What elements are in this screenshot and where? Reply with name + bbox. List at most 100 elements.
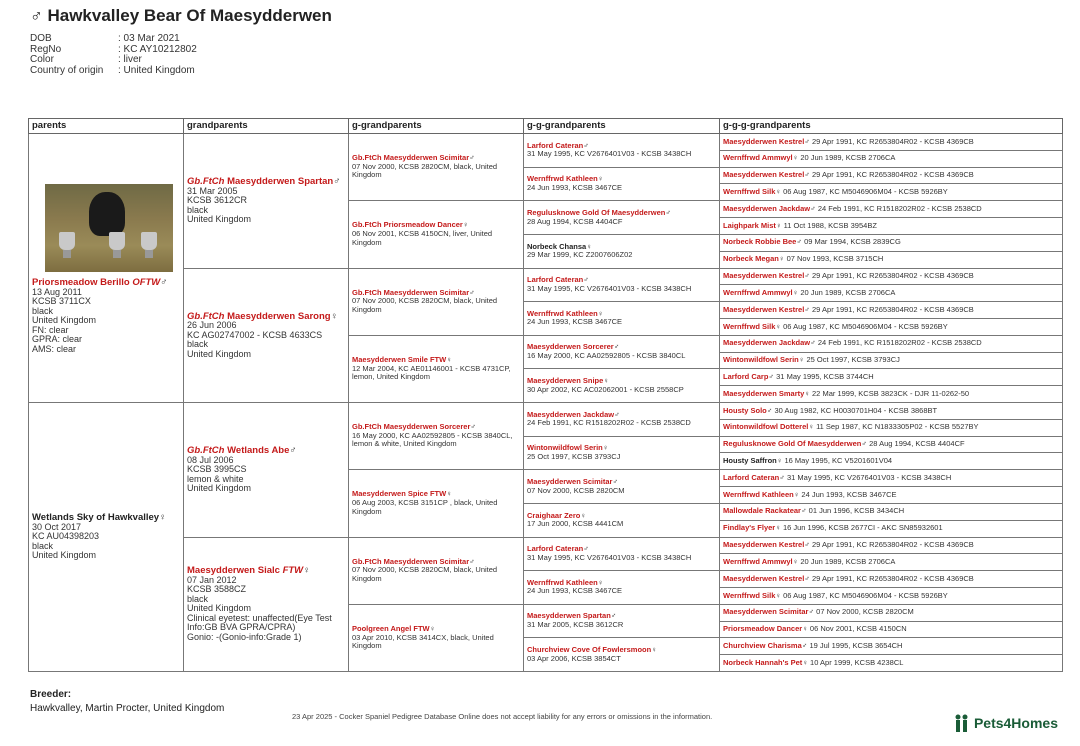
g-grandparent-name-text: Maesydderwen Spice FTW: [352, 489, 447, 499]
parent-name-text: Wetlands Sky of Hawkvalley: [32, 512, 160, 524]
g-g-g-grandparent-name-text: Findlay's Flyer: [723, 523, 776, 533]
g-g-grandparent-name[interactable]: Wernffrwd Kathleen♀: [527, 578, 716, 588]
grandparent-detail: 26 Jun 2006: [187, 320, 237, 330]
g-g-grandparent-cell: Craighaar Zero♀ 17 Jun 2000, KCSB 4441CM: [523, 502, 720, 538]
g-g-grandparent-name[interactable]: Maesydderwen Scimitar♂: [527, 476, 716, 487]
g-grandparent-name[interactable]: Gb.FtCh Maesydderwen Scimitar♂: [352, 557, 520, 567]
g-g-g-grandparent-name[interactable]: Churchview Charisma♂: [723, 641, 807, 650]
g-g-g-grandparent-detail: 16 Jun 1996, KCSB 2677CI - AKC SN8593260…: [782, 523, 943, 533]
g-g-g-grandparent-name[interactable]: Findlay's Flyer♀: [723, 523, 781, 532]
g-g-g-grandparent-name-text: Wernffrwd Silk: [723, 321, 776, 331]
g-g-g-grandparent-name[interactable]: Maesydderwen Kestrel♂: [723, 305, 810, 314]
g-g-g-grandparent-name[interactable]: Wintonwildfowl Dotterel♀: [723, 422, 814, 432]
g-g-g-grandparent-name[interactable]: Wernffrwd Silk♀: [723, 322, 781, 331]
g-g-grandparent-name[interactable]: Larford Cateran♂: [527, 140, 716, 151]
g-g-grandparent-name[interactable]: Maesydderwen Jackdaw♂: [527, 409, 716, 420]
g-grandparent-name[interactable]: Poolgreen Angel FTW♀: [352, 624, 520, 634]
g-g-g-grandparent-name-text: Maesydderwen Jackdaw: [723, 203, 811, 213]
g-g-g-grandparent-name[interactable]: Maesydderwen Kestrel♂: [723, 137, 810, 146]
g-g-grandparent-name[interactable]: Larford Cateran♂: [527, 275, 716, 285]
g-grandparent-name[interactable]: Gb.FtCh Maesydderwen Scimitar♂: [352, 153, 520, 163]
grandparent-detail: KC AG02747002 - KCSB 4633CS: [187, 329, 323, 340]
g-g-g-grandparent-name[interactable]: Housty Solo♂: [723, 406, 772, 415]
g-grandparent-name[interactable]: Gb.FtCh Maesydderwen Scimitar♂: [352, 288, 520, 298]
parent-name[interactable]: Priorsmeadow Berillo OFTW♂: [32, 278, 180, 288]
grandparent-cell: Maesydderwen Sialc FTW♀ 07 Jan 2012 KCSB 3…: [183, 536, 349, 672]
g-g-g-grandparent-name[interactable]: Larford Cateran♂: [723, 473, 785, 482]
grandparent-name[interactable]: Maesydderwen Sialc FTW♀: [187, 566, 345, 576]
g-g-grandparent-name[interactable]: Craighaar Zero♀: [527, 511, 716, 521]
g-grandparent-name[interactable]: Gb.FtCh Priorsmeadow Dancer♀: [352, 221, 520, 230]
g-g-g-grandparent-name-text: Maesydderwen Scimitar: [723, 607, 809, 617]
grandparent-name[interactable]: Gb.FtCh Wetlands Abe♂: [187, 446, 345, 456]
grandparent-name[interactable]: Gb.FtCh Maesydderwen Spartan♂: [187, 177, 345, 187]
g-g-g-grandparent-name[interactable]: Maesydderwen Kestrel♂: [723, 540, 810, 549]
g-g-grandparent-name[interactable]: Maesydderwen Snipe♀: [527, 376, 716, 386]
g-g-g-grandparent-detail: 29 Apr 1991, KC R2653804R02 - KCSB 4369C…: [812, 271, 974, 281]
g-g-grandparent-cell: Larford Cateran♂ 31 May 1995, KC V2676401…: [523, 267, 720, 303]
g-g-grandparent-name-text: Maesydderwen Scimitar: [527, 476, 613, 486]
sex-symbol: ♀: [802, 657, 808, 667]
g-g-g-grandparent-cell: Churchview Charisma♂ 19 Jul 1995, KCSB 3…: [719, 637, 1063, 656]
parent-name[interactable]: Wetlands Sky of Hawkvalley♀: [32, 513, 180, 523]
g-g-grandparent-name[interactable]: Wernffrwd Kathleen♀: [527, 309, 716, 319]
g-g-grandparent-name[interactable]: Regulusknowe Gold Of Maesydderwen♂: [527, 208, 716, 218]
g-grandparent-name[interactable]: Maesydderwen Smile FTW♀: [352, 355, 520, 365]
sex-symbol: ♂: [614, 409, 620, 419]
info-label: DOB: [30, 33, 52, 44]
parent-cell: Priorsmeadow Berillo OFTW♂ 13 Aug 2011 KCS…: [28, 133, 184, 403]
g-g-g-grandparent-name[interactable]: Mallowdale Rackatear♂: [723, 506, 807, 516]
g-g-g-grandparent-name[interactable]: Norbeck Hannah's Pet♀: [723, 658, 808, 667]
g-g-grandparent-name-text: Larford Cateran: [527, 140, 584, 150]
g-g-g-grandparent-name[interactable]: Maesydderwen Kestrel♂: [723, 170, 810, 179]
sex-symbol: ♀: [586, 241, 592, 251]
g-g-grandparent-name[interactable]: Wintonwildfowl Serin♀: [527, 444, 716, 453]
g-g-g-grandparent-name[interactable]: Laighpark Mist♀: [723, 221, 782, 230]
g-g-grandparent-name[interactable]: Norbeck Chansa♀: [527, 241, 716, 252]
g-g-g-grandparent-name[interactable]: Maesydderwen Scimitar♂: [723, 607, 814, 617]
g-grandparent-name-text: Gb.FtCh Maesydderwen Sorcerer: [352, 422, 471, 432]
g-g-g-grandparent-name-text: Norbeck Hannah's Pet: [723, 657, 803, 667]
g-g-g-grandparent-name[interactable]: Maesydderwen Kestrel♂: [723, 574, 810, 583]
g-g-g-grandparent-name[interactable]: Maesydderwen Smarty♀: [723, 389, 810, 398]
g-g-g-grandparent-name[interactable]: Maesydderwen Jackdaw♂: [723, 204, 816, 213]
g-g-grandparent-name[interactable]: Wernffrwd Kathleen♀: [527, 175, 716, 184]
g-g-g-grandparent-name[interactable]: Maesydderwen Kestrel♂: [723, 271, 810, 280]
g-g-g-grandparent-name[interactable]: Wernffrwd Silk♀: [723, 187, 781, 196]
g-g-grandparent-detail: 17 Jun 2000, KCSB 4441CM: [527, 519, 624, 529]
sex-symbol: ♂: [583, 140, 589, 150]
g-g-g-grandparent-detail: 06 Aug 1987, KC M5046906M04 - KCSB 5926B…: [783, 321, 948, 331]
g-g-g-grandparent-name[interactable]: Norbeck Megan♀: [723, 254, 784, 263]
g-g-grandparent-name[interactable]: Churchview Cove Of Fowlersmoon♀: [527, 645, 716, 655]
brand-logo[interactable]: Pets4Homes: [954, 714, 1058, 732]
g-g-grandparent-name[interactable]: Maesydderwen Spartan♂: [527, 612, 716, 621]
g-g-g-grandparent-name[interactable]: Larford Carp♂: [723, 372, 774, 381]
g-grandparent-name[interactable]: Maesydderwen Spice FTW♀: [352, 490, 520, 499]
g-g-g-grandparent-name[interactable]: Regulusknowe Gold Of Maesydderwen♂: [723, 439, 867, 448]
sex-symbol: ♂: [796, 237, 802, 247]
grandparent-name-text: Maesydderwen Sialc: [187, 565, 283, 577]
g-g-grandparent-detail: 31 May 1995, KC V2676401V03 - KCSB 3438C…: [527, 283, 692, 293]
g-g-grandparent-name[interactable]: Larford Cateran♂: [527, 544, 716, 554]
g-g-g-grandparent-name[interactable]: Housty Saffron♀: [723, 456, 782, 465]
g-g-g-grandparent-name[interactable]: Wernffrwd Ammwyl♀: [723, 288, 798, 297]
g-g-g-grandparent-name[interactable]: Norbeck Robbie Bee♂: [723, 237, 802, 247]
g-g-g-grandparent-name[interactable]: Maesydderwen Jackdaw♂: [723, 338, 816, 348]
g-g-grandparent-name[interactable]: Maesydderwen Sorcerer♂: [527, 343, 716, 352]
g-g-g-grandparent-detail: 24 Feb 1991, KC R1518202R02 - KCSB 2538C…: [817, 338, 982, 348]
g-grandparent-name[interactable]: Gb.FtCh Maesydderwen Sorcerer♂: [352, 422, 520, 432]
grandparent-name[interactable]: Gb.FtCh Maesydderwen Sarong♀: [187, 311, 345, 322]
g-g-g-grandparent-detail: 30 Aug 1982, KC H0030701H04 - KCSB 3868B…: [774, 405, 938, 415]
g-g-g-grandparent-cell: Norbeck Robbie Bee♂ 09 Mar 1994, KCSB 28…: [719, 233, 1063, 252]
g-g-g-grandparent-name[interactable]: Wernffrwd Silk♀: [723, 591, 781, 600]
parent-detail: AMS: clear: [32, 343, 77, 354]
g-g-g-grandparent-name[interactable]: Wernffrwd Ammwyl♀: [723, 153, 798, 163]
g-g-g-grandparent-name[interactable]: Wernffrwd Kathleen♀: [723, 490, 799, 499]
sex-symbol: ♂: [768, 371, 775, 381]
g-g-g-grandparent-name-text: Maesydderwen Kestrel: [723, 573, 805, 583]
g-g-g-grandparent-name[interactable]: Wernffrwd Ammwyl♀: [723, 557, 798, 566]
g-g-g-grandparent-name[interactable]: Priorsmeadow Dancer♀: [723, 624, 808, 633]
g-g-g-grandparent-cell: Maesydderwen Kestrel♂ 29 Apr 1991, KC R2…: [719, 301, 1063, 319]
g-g-g-grandparent-name[interactable]: Wintonwildfowl Serin♀: [723, 355, 804, 364]
